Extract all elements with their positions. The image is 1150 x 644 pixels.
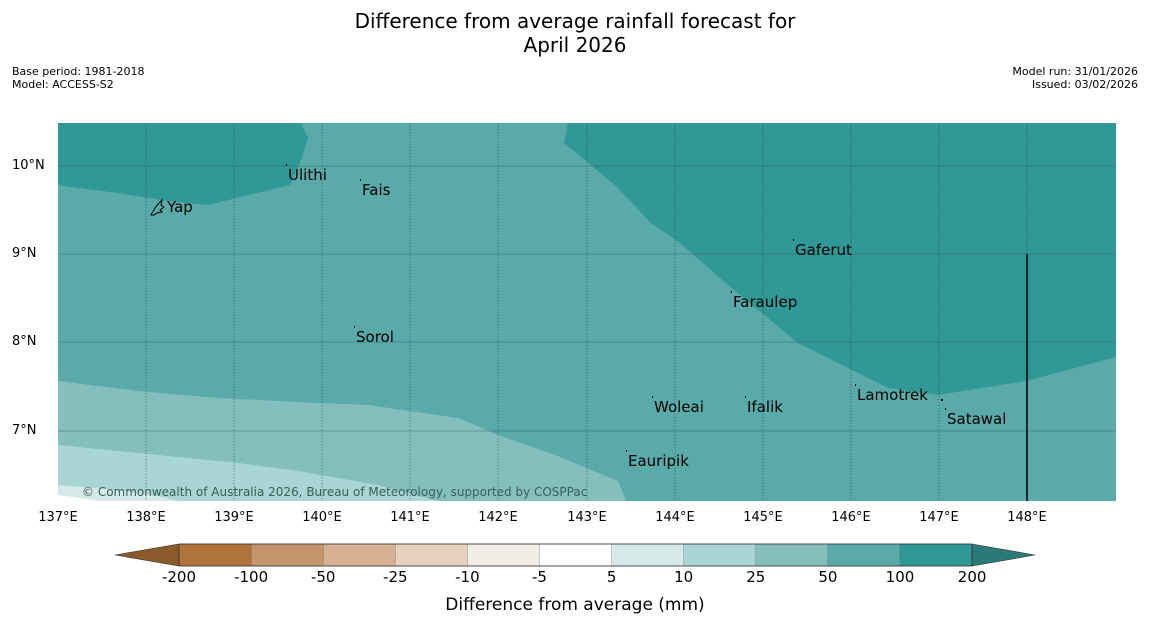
colorbar-low-extend <box>115 543 180 567</box>
lat-label-7: 7°N <box>12 423 37 438</box>
place-woleai: Woleai <box>652 396 704 416</box>
lat-label-10: 10°N <box>12 158 45 173</box>
lon-label-143: 143°E <box>567 510 607 525</box>
rainfall-map <box>58 123 1116 501</box>
colorbar-segment <box>827 543 901 567</box>
chart-title-line2: April 2026 <box>523 33 627 57</box>
place-eauripik: Eauripik <box>626 450 689 470</box>
lon-label-139: 139°E <box>214 510 254 525</box>
colorbar-tick-label: -5 <box>532 568 547 586</box>
map-region-10 <box>58 485 178 501</box>
colorbar-tick-label: -200 <box>161 568 197 586</box>
lon-label-145: 145°E <box>743 510 783 525</box>
lon-label-140: 140°E <box>302 510 342 525</box>
lon-label-137: 137°E <box>38 510 78 525</box>
lon-label-144: 144°E <box>655 510 695 525</box>
place-fais: Fais <box>360 179 391 199</box>
meta-right: Model run: 31/01/2026 Issued: 03/02/2026 <box>1012 65 1138 91</box>
place-faraulep: Faraulep <box>731 291 798 311</box>
model-name: Model: ACCESS-S2 <box>12 78 114 91</box>
colorbar-tick-label: 200 <box>957 568 987 586</box>
map-lat-lines <box>58 165 1116 432</box>
colorbar-segment <box>250 543 324 567</box>
base-period: Base period: 1981-2018 <box>12 65 145 78</box>
map-region-5 <box>58 495 98 501</box>
lon-label-142: 142°E <box>478 510 518 525</box>
place-ifalik: Ifalik <box>745 396 783 416</box>
chart-title-line1: Difference from average rainfall forecas… <box>354 9 796 33</box>
colorbar-high-extend <box>971 543 1036 567</box>
colorbar-tick-label: 10 <box>674 568 694 586</box>
lon-label-141: 141°E <box>390 510 430 525</box>
lon-label-146: 146°E <box>831 510 871 525</box>
colorbar-tick-label: -50 <box>310 568 336 586</box>
place-lamotrek: Lamotrek <box>855 384 928 404</box>
meta-left: Base period: 1981-2018 Model: ACCESS-S2 <box>12 65 144 91</box>
place-ulithi: Ulithi <box>286 164 327 184</box>
colorbar-segment <box>755 543 829 567</box>
map-region-200-east <box>564 123 1116 395</box>
colorbar-segments <box>178 543 973 567</box>
colorbar-tick-label: 25 <box>746 568 766 586</box>
lat-label-9: 9°N <box>12 246 37 261</box>
model-run: Model run: 31/01/2026 <box>1012 65 1138 78</box>
colorbar-tick-label: 50 <box>818 568 838 586</box>
place-satawal: Satawal <box>945 408 1007 428</box>
colorbar-tick-label: 5 <box>606 568 617 586</box>
map-region-25 <box>58 445 438 501</box>
colorbar-segment <box>395 543 469 567</box>
place-yap: Yap <box>167 198 193 216</box>
colorbar-tick-label: -10 <box>455 568 480 586</box>
place-gaferut: Gaferut <box>793 239 852 259</box>
colorbar-segment <box>683 543 757 567</box>
copyright-notice: © Commonwealth of Australia 2026, Bureau… <box>82 485 588 499</box>
lon-label-148: 148°E <box>1007 510 1047 525</box>
yap-island-outline <box>150 198 165 216</box>
colorbar-tick-label: 100 <box>885 568 915 586</box>
issued-date: Issued: 03/02/2026 <box>1031 78 1138 91</box>
colorbar-segment <box>178 543 252 567</box>
lon-label-138: 138°E <box>126 510 166 525</box>
map-region-200-west <box>58 123 308 205</box>
satawal-dot <box>941 399 943 401</box>
lon-label-147: 147°E <box>919 510 959 525</box>
colorbar-tick-label: -25 <box>383 568 408 586</box>
colorbar-segment <box>899 543 973 567</box>
colorbar-segment <box>539 543 613 567</box>
lat-label-8: 8°N <box>12 334 37 349</box>
colorbar-segment <box>467 543 541 567</box>
place-sorol: Sorol <box>354 326 394 346</box>
colorbar-segment <box>323 543 396 567</box>
colorbar-title: Difference from average (mm) <box>445 595 705 615</box>
colorbar-segment <box>611 543 685 567</box>
colorbar-tick-label: -100 <box>234 568 269 586</box>
colorbar <box>115 543 1036 567</box>
colorbar-frame <box>178 543 973 567</box>
